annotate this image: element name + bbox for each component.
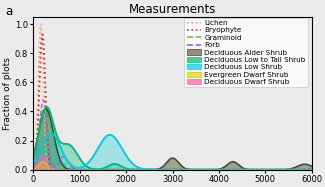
Text: a: a bbox=[6, 5, 13, 18]
Legend: Lichen, Bryophyte, Graminoid, Forb, Deciduous Alder Shrub, Deciduous Low to Tall: Lichen, Bryophyte, Graminoid, Forb, Deci… bbox=[184, 18, 308, 88]
Y-axis label: Fraction of plots: Fraction of plots bbox=[3, 57, 12, 130]
Title: Measurements: Measurements bbox=[129, 3, 216, 16]
